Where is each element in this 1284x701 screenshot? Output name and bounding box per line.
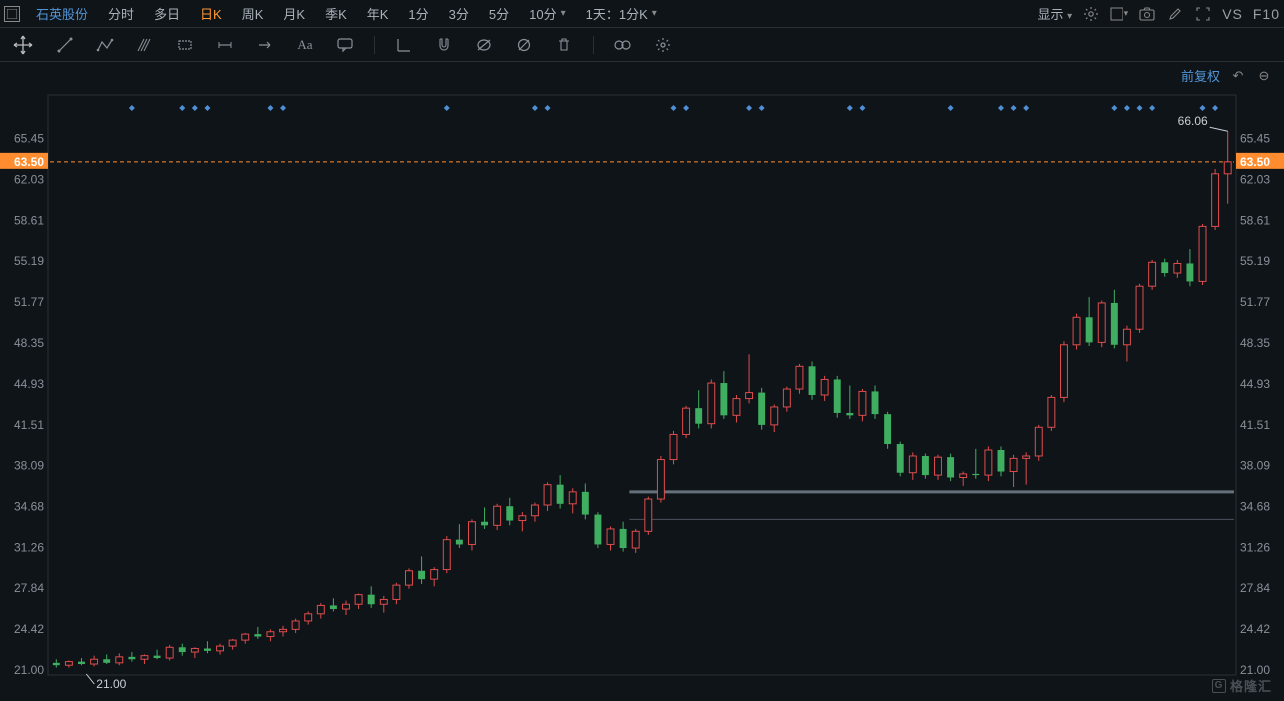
rectangle-tool-icon[interactable] (174, 34, 196, 56)
adjust-mode-button[interactable]: 前复权 (1181, 66, 1220, 85)
watermark: G 格隆汇 (1212, 676, 1272, 695)
svg-text:51.77: 51.77 (14, 295, 44, 309)
svg-text:66.06: 66.06 (1178, 114, 1208, 128)
svg-text:63.50: 63.50 (14, 155, 44, 169)
svg-text:55.19: 55.19 (1240, 254, 1270, 268)
svg-text:41.51: 41.51 (14, 418, 44, 432)
svg-text:55.19: 55.19 (14, 254, 44, 268)
tab-3min[interactable]: 3分 (439, 0, 479, 27)
f10-button[interactable]: F10 (1253, 6, 1280, 22)
svg-text:44.93: 44.93 (1240, 377, 1270, 391)
angle-icon[interactable] (393, 34, 415, 56)
svg-text:41.51: 41.51 (1240, 418, 1270, 432)
svg-text:38.09: 38.09 (14, 459, 44, 473)
svg-text:34.68: 34.68 (1240, 499, 1270, 513)
svg-text:21.00: 21.00 (96, 677, 126, 691)
tab-quarter-k[interactable]: 季K (315, 0, 357, 27)
svg-text:48.35: 48.35 (14, 336, 44, 350)
tab-week-k[interactable]: 周K (232, 0, 274, 27)
comment-icon[interactable] (334, 34, 356, 56)
svg-text:27.84: 27.84 (1240, 581, 1270, 595)
candlestick-chart[interactable]: 21.00 21.00 24.42 24.42 27.84 27.84 31.26 31.26… (0, 90, 1284, 701)
pencil-icon[interactable] (1166, 5, 1184, 23)
undo-icon[interactable]: ↶ (1230, 68, 1246, 84)
drawing-toolbar: Aa (0, 28, 1284, 62)
svg-text:21.00: 21.00 (14, 663, 44, 677)
redo-icon[interactable]: ⊖ (1256, 68, 1272, 84)
hide-icon[interactable] (513, 34, 535, 56)
tab-1day-1min-label: 1天：1分K (586, 4, 648, 23)
arrow-tool-icon[interactable] (254, 34, 276, 56)
chevron-down-icon: ▾ (561, 8, 566, 19)
toolbar-separator (374, 36, 375, 54)
rectangle-icon[interactable]: ▾ (1110, 5, 1128, 23)
svg-text:24.42: 24.42 (14, 622, 44, 636)
trash-icon[interactable] (553, 34, 575, 56)
text-tool-icon[interactable]: Aa (294, 34, 316, 56)
trend-line-icon[interactable] (54, 34, 76, 56)
watermark-text: 格隆汇 (1230, 676, 1272, 695)
svg-text:62.03: 62.03 (1240, 172, 1270, 186)
vs-button[interactable]: VS (1222, 6, 1243, 22)
top-tab-bar: 石英股份 分时 多日 日K 周K 月K 季K 年K 1分 3分 5分 10分▾ … (0, 0, 1284, 28)
tab-month-k[interactable]: 月K (273, 0, 315, 27)
pitchfork-icon[interactable] (134, 34, 156, 56)
svg-text:63.50: 63.50 (1240, 155, 1270, 169)
tab-10min-label: 10分 (529, 4, 556, 23)
magnet-icon[interactable] (433, 34, 455, 56)
tab-1min[interactable]: 1分 (398, 0, 438, 27)
chevron-down-icon: ▾ (1067, 11, 1072, 22)
svg-text:24.42: 24.42 (1240, 622, 1270, 636)
stock-name-tab[interactable]: 石英股份 (26, 0, 98, 27)
move-tool-icon[interactable] (10, 32, 36, 58)
gear-icon[interactable] (1082, 5, 1100, 23)
tab-multiday[interactable]: 多日 (144, 0, 190, 27)
polyline-icon[interactable] (94, 34, 116, 56)
svg-text:62.03: 62.03 (14, 172, 44, 186)
fullscreen-icon[interactable] (1194, 5, 1212, 23)
svg-text:51.77: 51.77 (1240, 295, 1270, 309)
display-dropdown[interactable]: 显示 ▾ (1038, 4, 1073, 23)
svg-text:48.35: 48.35 (1240, 336, 1270, 350)
display-label: 显示 (1038, 7, 1064, 22)
svg-text:58.61: 58.61 (1240, 213, 1270, 227)
svg-text:65.45: 65.45 (1240, 132, 1270, 146)
chevron-down-icon: ▾ (1124, 8, 1129, 19)
svg-text:31.26: 31.26 (14, 540, 44, 554)
svg-text:21.00: 21.00 (1240, 663, 1270, 677)
settings-icon[interactable] (652, 34, 674, 56)
svg-text:44.93: 44.93 (14, 377, 44, 391)
tab-5min[interactable]: 5分 (479, 0, 519, 27)
svg-text:34.68: 34.68 (14, 499, 44, 513)
ruler-icon[interactable] (214, 34, 236, 56)
camera-icon[interactable] (1138, 5, 1156, 23)
svg-text:27.84: 27.84 (14, 581, 44, 595)
svg-text:38.09: 38.09 (1240, 459, 1270, 473)
chevron-down-icon: ▾ (652, 8, 657, 19)
watermark-logo-icon: G (1212, 679, 1226, 693)
svg-text:65.45: 65.45 (14, 132, 44, 146)
tab-year-k[interactable]: 年K (357, 0, 399, 27)
tab-10min[interactable]: 10分 ▾ (519, 0, 576, 27)
selector-box-icon[interactable] (4, 6, 20, 22)
toolbar-separator (593, 36, 594, 54)
tab-1day-1min[interactable]: 1天：1分K ▾ (576, 0, 667, 27)
svg-text:58.61: 58.61 (14, 213, 44, 227)
tab-timeshare[interactable]: 分时 (98, 0, 144, 27)
link-icon[interactable] (612, 34, 634, 56)
chart-legend-row: 前复权 ↶ ⊖ (1181, 66, 1272, 85)
tab-day-k[interactable]: 日K (190, 0, 232, 27)
lock-icon[interactable] (473, 34, 495, 56)
svg-text:31.26: 31.26 (1240, 540, 1270, 554)
chart-area: 前复权 ↶ ⊖ 21.00 21.00 24.42 24.42 27.84 27.84 31… (0, 62, 1284, 701)
